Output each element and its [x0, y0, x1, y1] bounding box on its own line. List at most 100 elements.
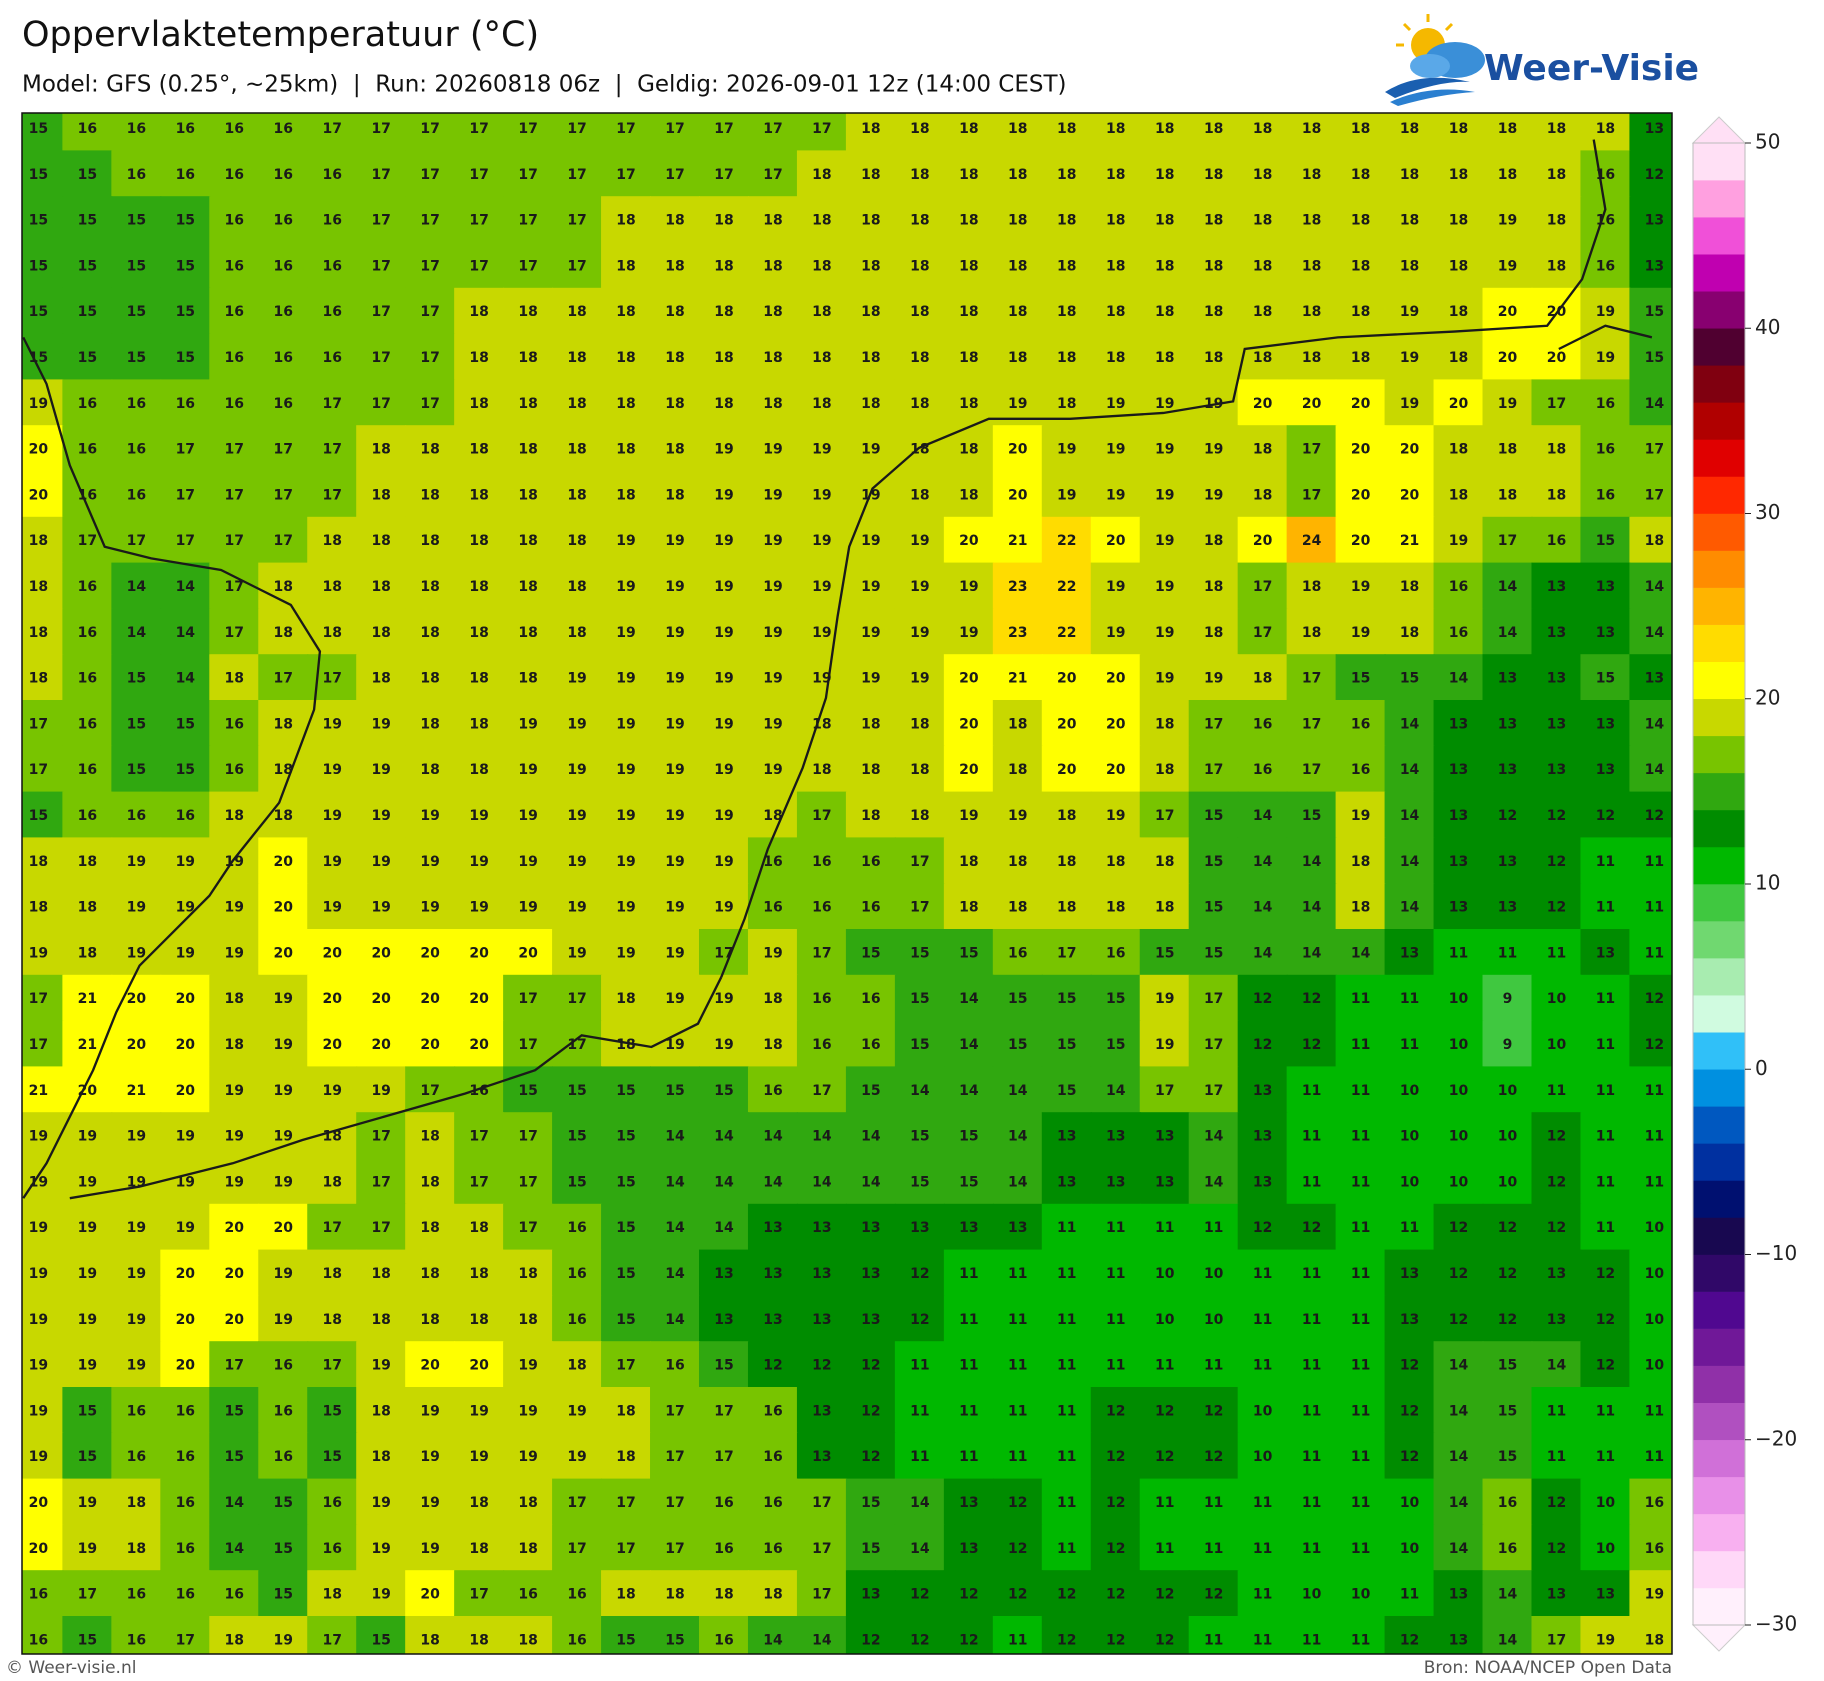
colorbar-band: [1693, 921, 1745, 959]
cell-label: 18: [763, 1037, 782, 1053]
cell-label: 19: [1106, 579, 1125, 595]
temperature-cell: [1237, 929, 1288, 976]
temperature-cell: [1041, 1616, 1092, 1654]
cell-label: 17: [665, 1541, 684, 1557]
temperature-cell: [160, 1020, 211, 1068]
cell-label: 13: [1449, 900, 1468, 916]
cell-label: 18: [469, 1312, 488, 1328]
cell-label: 18: [714, 213, 733, 229]
cell-label: 18: [469, 762, 488, 778]
cell-label: 15: [78, 350, 97, 366]
cell-label: 17: [812, 1587, 831, 1603]
temperature-cell: [62, 608, 113, 656]
temperature-cell: [796, 1295, 847, 1343]
cell-label: 18: [371, 671, 390, 687]
cell-label: 13: [1547, 625, 1566, 641]
cell-label: 10: [1204, 1312, 1224, 1328]
temperature-cell: [503, 333, 554, 381]
temperature-cell: [160, 1295, 211, 1343]
cell-label: 12: [910, 1587, 929, 1603]
cell-label: 19: [1498, 213, 1517, 229]
temperature-cell: [894, 1112, 945, 1159]
cell-label: 18: [518, 487, 537, 503]
cell-label: 19: [763, 716, 782, 732]
cell-label: 16: [78, 121, 97, 137]
temperature-cell: [503, 113, 554, 152]
temperature-cell: [111, 1341, 162, 1388]
cell-label: 18: [1547, 258, 1566, 274]
cell-label: 19: [371, 1083, 390, 1099]
cell-label: 18: [469, 304, 488, 320]
temperature-cell: [405, 974, 456, 1022]
cell-label: 18: [567, 396, 586, 412]
cell-label: 14: [1204, 1174, 1224, 1190]
temperature-cell: [1482, 1341, 1533, 1388]
cell-label: 16: [1596, 487, 1615, 503]
temperature-cell: [356, 1524, 407, 1572]
cell-label: 10: [1155, 1266, 1175, 1282]
cell-label: 14: [910, 1541, 930, 1557]
temperature-cell: [992, 1478, 1043, 1526]
temperature-cell: [747, 1570, 798, 1617]
cell-label: 12: [910, 1312, 929, 1328]
cell-label: 11: [910, 1403, 929, 1419]
temperature-cell: [747, 113, 798, 152]
temperature-cell: [698, 379, 749, 427]
temperature-cell: [454, 1158, 505, 1205]
cell-label: 17: [225, 442, 244, 458]
cell-label: 19: [616, 671, 635, 687]
temperature-cell: [22, 1020, 64, 1068]
temperature-cell: [209, 1112, 260, 1159]
temperature-cell: [894, 700, 945, 747]
temperature-cell: [1384, 654, 1435, 701]
temperature-cell: [747, 1387, 798, 1434]
cell-label: 19: [29, 945, 48, 961]
cell-label: 21: [29, 1083, 48, 1099]
cell-label: 14: [714, 1174, 734, 1190]
cell-label: 18: [1057, 258, 1076, 274]
cell-label: 12: [910, 1632, 929, 1648]
temperature-cell: [1188, 608, 1239, 656]
temperature-cell: [1286, 150, 1337, 198]
cell-label: 13: [1498, 762, 1517, 778]
temperature-cell: [1629, 700, 1672, 747]
temperature-cell: [1580, 1249, 1631, 1297]
cell-label: 20: [127, 991, 147, 1007]
temperature-cell: [1139, 1570, 1190, 1617]
colorbar-band: [1693, 550, 1745, 588]
cell-label: 18: [861, 808, 880, 824]
temperature-cell: [552, 287, 603, 335]
cell-label: 11: [1057, 1266, 1076, 1282]
cell-label: 11: [1498, 945, 1517, 961]
cell-label: 15: [1204, 808, 1223, 824]
temperature-cell: [1139, 883, 1190, 930]
cell-label: 19: [616, 533, 635, 549]
cell-label: 18: [812, 716, 831, 732]
cell-label: 12: [1008, 1495, 1027, 1511]
colorbar-band: [1693, 1365, 1745, 1403]
temperature-cell: [1286, 516, 1337, 564]
temperature-cell: [1482, 1387, 1533, 1434]
cell-label: 19: [714, 625, 733, 641]
temperature-cell: [22, 1387, 64, 1434]
cell-label: 14: [1008, 1083, 1028, 1099]
cell-label: 19: [763, 487, 782, 503]
cell-label: 13: [1596, 762, 1615, 778]
cell-label: 19: [176, 1220, 195, 1236]
temperature-cell: [601, 242, 652, 289]
temperature-cell: [747, 745, 798, 793]
temperature-cell: [698, 1295, 749, 1343]
temperature-cell: [943, 608, 994, 656]
temperature-cell: [503, 1020, 554, 1068]
cell-label: 16: [812, 854, 831, 870]
cell-label: 18: [567, 442, 586, 458]
cell-label: 20: [959, 716, 979, 732]
temperature-cell: [1433, 1112, 1484, 1159]
cell-label: 16: [225, 167, 244, 183]
cell-label: 19: [176, 1174, 195, 1190]
cell-label: 20: [29, 487, 49, 503]
temperature-cell: [1335, 379, 1386, 427]
cell-label: 21: [78, 991, 97, 1007]
temperature-cell: [1286, 1203, 1337, 1251]
